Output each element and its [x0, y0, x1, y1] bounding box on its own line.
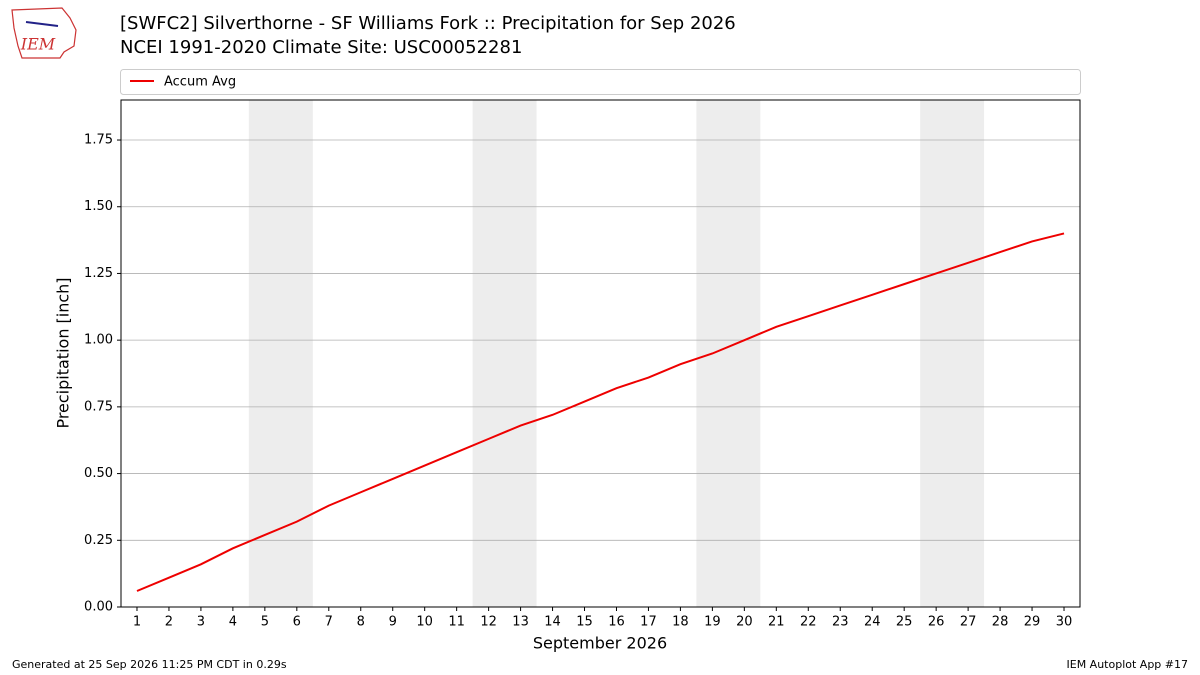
- x-tick-label: 2: [165, 615, 173, 630]
- x-tick-label: 29: [1024, 615, 1041, 630]
- x-tick-label: 11: [448, 615, 465, 630]
- x-tick-label: 19: [704, 615, 721, 630]
- x-tick-label: 5: [261, 615, 269, 630]
- x-tick-label: 23: [832, 615, 849, 630]
- x-tick-label: 4: [229, 615, 237, 630]
- x-tick-label: 22: [800, 615, 817, 630]
- x-tick-label: 12: [480, 615, 497, 630]
- x-tick-label: 15: [576, 615, 593, 630]
- x-tick-label: 7: [325, 615, 333, 630]
- chart-subtitle: NCEI 1991-2020 Climate Site: USC00052281: [120, 37, 522, 58]
- x-tick-label: 17: [640, 615, 657, 630]
- footer-right: IEM Autoplot App #17: [1067, 658, 1189, 671]
- chart-title: [SWFC2] Silverthorne - SF Williams Fork …: [120, 13, 736, 34]
- logo: IEM: [11, 7, 77, 59]
- y-tick-label: 1.00: [84, 333, 113, 348]
- x-axis-label: September 2026: [533, 634, 667, 653]
- line: [136, 232, 1065, 592]
- x-tick-label: 1: [133, 615, 141, 630]
- y-tick-label: 1.75: [84, 133, 113, 148]
- plot-frame: [120, 99, 1081, 608]
- legend-box: [120, 69, 1081, 95]
- weekend-shade: [248, 100, 313, 607]
- y-axis-label: Precipitation [inch]: [54, 277, 73, 428]
- x-tick-label: 9: [389, 615, 397, 630]
- x-tick-label: 20: [736, 615, 753, 630]
- x-tick-label: 27: [960, 615, 977, 630]
- logo-text: IEM: [20, 35, 56, 54]
- y-tick-label: 0.75: [84, 399, 113, 414]
- x-tick-label: 21: [768, 615, 785, 630]
- y-tick-label: 0.50: [84, 466, 113, 481]
- x-tick-label: 30: [1056, 615, 1073, 630]
- x-tick-label: 6: [293, 615, 301, 630]
- y-tick-label: 1.25: [84, 266, 113, 281]
- x-tick-label: 10: [416, 615, 433, 630]
- x-tick-label: 18: [672, 615, 689, 630]
- logo-icon: [25, 21, 59, 27]
- x-tick-label: 28: [992, 615, 1009, 630]
- x-tick-label: 24: [864, 615, 881, 630]
- logo-outline: [11, 7, 77, 59]
- y-tick-label: 0.25: [84, 533, 113, 548]
- y-tick-label: 1.50: [84, 199, 113, 214]
- x-tick-label: 3: [197, 615, 205, 630]
- footer-left: Generated at 25 Sep 2026 11:25 PM CDT in…: [12, 658, 287, 671]
- x-tick-label: 25: [896, 615, 913, 630]
- weekend-shade: [696, 100, 761, 607]
- x-tick-label: 26: [928, 615, 945, 630]
- weekend-shade: [472, 100, 537, 607]
- legend-label: Accum Avg: [164, 75, 236, 90]
- x-tick-label: 16: [608, 615, 625, 630]
- x-tick-label: 14: [544, 615, 561, 630]
- x-tick-label: 13: [512, 615, 529, 630]
- y-tick-label: 0.00: [84, 600, 113, 615]
- weekend-shade: [920, 100, 985, 607]
- x-tick-label: 8: [357, 615, 365, 630]
